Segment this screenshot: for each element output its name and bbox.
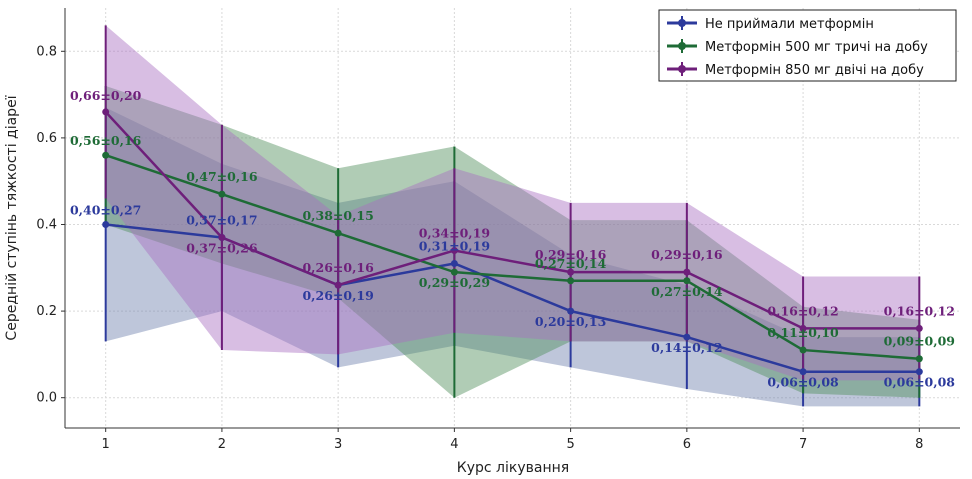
x-ticks: 1 2 3 4 5 6 7 8: [102, 428, 923, 452]
data-point-series-3-3: [334, 281, 342, 289]
value-label-series-1-6: 0,14±0,12: [651, 340, 722, 355]
data-point-series-3-2: [218, 233, 226, 241]
value-label-series-1-7: 0,06±0,08: [767, 375, 839, 390]
legend-label-1: Не приймали метформін: [705, 17, 874, 32]
data-point-series-2-5: [567, 277, 575, 285]
value-label-series-3-8: 0,16±0,12: [884, 303, 955, 318]
y-axis-title: Середній ступінь тяжкості діареї: [4, 95, 20, 340]
data-points: [102, 108, 923, 376]
value-label-series-3-7: 0,16±0,12: [767, 303, 838, 318]
y-tick-label-3: 0.4: [36, 217, 57, 232]
data-point-series-1-6: [683, 333, 691, 341]
x-tick-label-4: 4: [450, 437, 458, 452]
error-band-series-1: [105, 107, 920, 407]
data-point-series-3-8: [915, 324, 923, 332]
error-band-series-3: [105, 25, 920, 381]
value-label-series-2-3: 0,38±0,15: [302, 208, 373, 223]
y-tick-label-4: 0.6: [36, 131, 57, 146]
value-label-series-2-4: 0,29±0,29: [419, 275, 490, 290]
data-point-series-2-1: [102, 151, 110, 159]
x-tick-label-8: 8: [915, 437, 923, 452]
legend-marker-2: [678, 42, 686, 50]
legend-marker-3: [678, 65, 686, 73]
x-tick-label-6: 6: [683, 437, 691, 452]
value-label-series-1-2: 0,37±0,17: [186, 212, 257, 227]
value-label-series-2-7: 0,11±0,10: [767, 325, 839, 340]
data-point-series-2-6: [683, 277, 691, 285]
value-label-series-1-3: 0,26±0,19: [302, 288, 373, 303]
value-label-series-1-8: 0,06±0,08: [884, 375, 956, 390]
series-lines: [104, 111, 920, 373]
axes: [64, 8, 960, 429]
x-tick-label-3: 3: [334, 437, 342, 452]
y-ticks: 0.0 0.2 0.4 0.6 0.8: [36, 44, 65, 406]
series-line-2: [105, 154, 920, 360]
y-tick-label-5: 0.8: [36, 44, 57, 59]
series-line-3: [104, 111, 920, 330]
error-bands: [105, 25, 920, 407]
legend: Не приймали метформін Метформін 500 мг тр…: [658, 9, 957, 82]
value-label-series-1-4: 0,31±0,19: [419, 238, 490, 253]
value-label-series-3-4: 0,34±0,19: [419, 225, 490, 240]
data-point-series-2-8: [915, 355, 923, 363]
data-point-series-2-4: [450, 268, 458, 276]
y-tick-label-1: 0.0: [36, 391, 57, 406]
data-point-series-1-1: [102, 220, 110, 228]
data-point-series-3-4: [450, 246, 458, 254]
value-label-series-2-6: 0,27±0,14: [651, 284, 723, 299]
data-point-series-1-8: [915, 368, 923, 376]
value-label-series-3-3: 0,26±0,16: [302, 260, 374, 275]
value-label-series-3-2: 0,37±0,26: [186, 240, 258, 255]
x-tick-label-5: 5: [566, 437, 574, 452]
value-label-series-1-1: 0,40±0,27: [70, 202, 141, 217]
x-tick-label-1: 1: [102, 437, 110, 452]
data-point-series-3-7: [799, 324, 807, 332]
x-tick-label-7: 7: [799, 437, 807, 452]
value-label-series-3-5: 0,29±0,16: [535, 247, 607, 262]
data-point-series-2-2: [218, 190, 226, 198]
value-label-series-1-5: 0,20±0,13: [535, 314, 606, 329]
legend-marker-1: [678, 19, 686, 27]
data-point-series-3-6: [683, 268, 691, 276]
value-label-series-2-5: 0,27±0,14: [535, 256, 607, 271]
data-point-series-2-3: [334, 229, 342, 237]
x-tick-label-2: 2: [218, 437, 226, 452]
value-label-series-2-8: 0,09±0,09: [884, 334, 955, 349]
value-labels: 0,40±0,27 0,37±0,17 0,26±0,19 0,31±0,19 0,20…: [70, 88, 955, 390]
error-band-series-2: [105, 85, 920, 398]
data-point-series-3-5: [567, 268, 575, 276]
value-label-series-3-6: 0,29±0,16: [651, 247, 723, 262]
data-point-series-1-7: [799, 368, 807, 376]
y-tick-label-2: 0.2: [36, 304, 57, 319]
x-axis-title: Курс лікування: [457, 460, 569, 476]
data-point-series-1-4: [450, 259, 458, 267]
value-label-series-2-2: 0,47±0,16: [186, 169, 258, 184]
legend-box: [658, 9, 957, 82]
legend-label-3: Метформін 850 мг двічі на добу: [705, 63, 924, 78]
legend-label-2: Метформін 500 мг тричі на добу: [705, 40, 928, 55]
value-label-series-2-1: 0,56±0,16: [70, 133, 142, 148]
data-point-series-3-1: [102, 108, 110, 116]
data-point-series-1-5: [567, 307, 575, 315]
value-label-series-3-1: 0,66±0,20: [70, 88, 142, 103]
data-point-series-2-7: [799, 346, 807, 354]
